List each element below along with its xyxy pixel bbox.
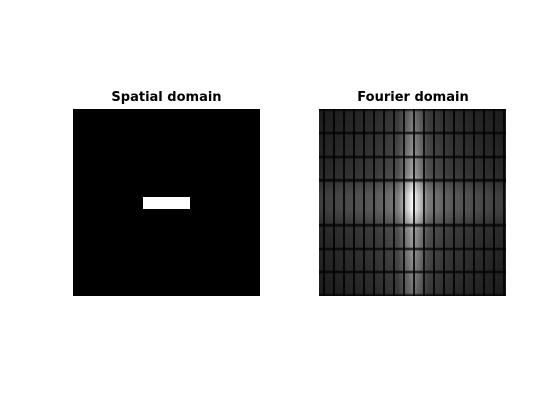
spatial-domain-title: Spatial domain <box>111 90 222 105</box>
fourier-domain-title: Fourier domain <box>357 90 469 105</box>
fourier-spectrum <box>319 109 506 296</box>
spatial-domain-image <box>73 109 260 296</box>
fourier-domain-image <box>319 109 506 296</box>
white-rectangle <box>143 197 190 209</box>
